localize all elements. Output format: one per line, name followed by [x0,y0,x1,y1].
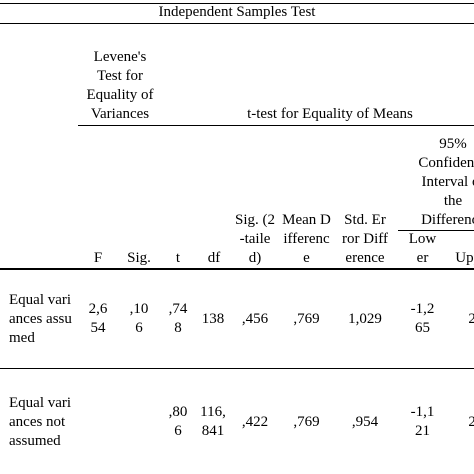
cell-value-text: -1,121 [410,404,435,439]
cell-value-text: 2, [468,310,474,327]
cell-value: -1,121 [397,370,448,474]
ci-header: 95% Confidence Interval of the Differenc… [398,126,474,230]
levene-header: Levene's Test for Equality of Variances [80,26,160,124]
column-header-text: F [93,250,103,266]
cell-value-text: ,748 [168,301,188,336]
column-header: df [196,130,230,268]
column-header: Mean Difference [280,130,333,268]
cell-value-text: ,806 [168,404,188,439]
cell-value: 2,654 [78,270,118,368]
levene-text: Levene's Test for Equality of Variances [86,49,154,122]
cell-value: ,456 [230,270,280,368]
cell-value: 138 [196,270,230,368]
cell-value: ,769 [280,270,333,368]
cell-value: ,106 [118,270,160,368]
row-label-text: Equal variances not assumed [9,394,72,449]
column-header-text: t [175,250,181,266]
row-label: Equal variances not assumed [8,370,76,474]
cell-value-text: ,769 [293,413,320,430]
cell-value: ,422 [230,370,280,474]
cell-value-text: 116,841 [200,404,226,439]
column-header: t [160,130,196,268]
column-header-text: Lower [408,231,437,266]
column-header: Std. Error Difference [333,130,397,268]
column-header-text: Sig. (2-tailed) [235,212,276,266]
cell-value-text: ,422 [241,413,269,430]
cell-value-text: 138 [201,310,225,327]
column-header-text: Std. Error Difference [342,212,388,266]
cell-value: 2, [448,370,474,474]
column-header: Lower [397,130,448,268]
cell-value: 1,029 [333,270,397,368]
cell-value: ,806 [160,370,196,474]
row-label: Equal variances assumed [8,270,76,368]
cell-value: ,748 [160,270,196,368]
rule [0,23,474,24]
cell-value-text: ,456 [241,310,269,327]
cell-value-text: 2,654 [88,301,108,336]
cell-value-text: 1,029 [348,310,382,327]
cell-value: 2, [448,270,474,368]
cell-value-text: ,769 [293,310,320,327]
rule [78,125,474,126]
column-header-text: Upper [455,250,474,266]
column-header-text: Sig. [127,250,151,266]
cell-value-text: ,954 [351,413,379,430]
column-header: Upper [448,130,474,268]
table-title: Independent Samples Test [158,4,316,20]
column-header-text: Mean Difference [282,212,331,266]
cell-value: 116,841 [196,370,230,474]
cell-value: ,769 [280,370,333,474]
cell-value: ,954 [333,370,397,474]
rule [0,268,474,270]
ci-text: 95% Confidence Interval of the Differenc… [418,136,474,228]
column-header: F [78,130,118,268]
cell-value: -1,265 [397,270,448,368]
rule [398,230,474,231]
cell-value-text: -1,265 [410,301,435,336]
column-header: Sig. [118,130,160,268]
column-header: Sig. (2-tailed) [230,130,280,268]
row-label-text: Equal variances assumed [9,291,72,346]
rule [0,368,474,369]
column-header-text: df [207,250,221,266]
cell-value-text: ,106 [129,301,149,336]
ttest-header: t-test for Equality of Means [247,106,413,122]
cell-value-text: 2, [468,413,474,430]
rule [0,3,474,4]
